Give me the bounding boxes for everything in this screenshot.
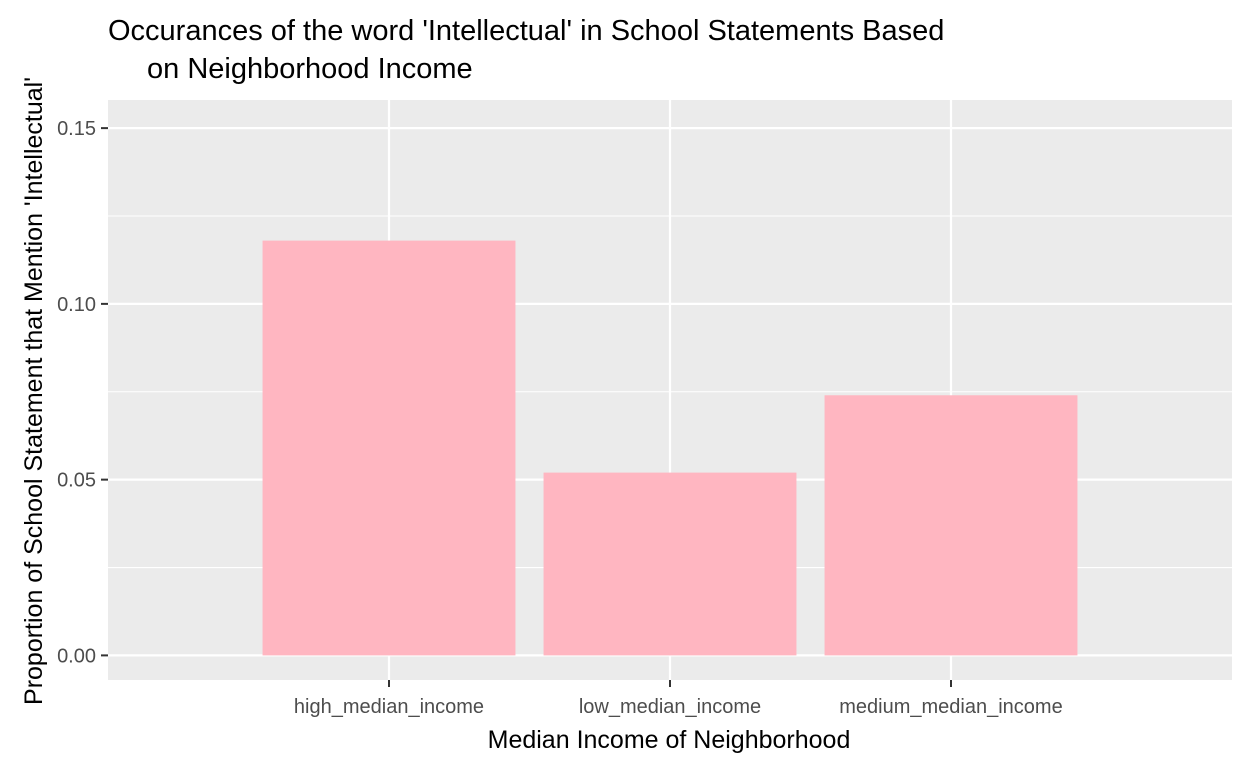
x-axis-title: Median Income of Neighborhood xyxy=(488,726,851,754)
bar-low_median_income xyxy=(543,472,797,656)
chart-title-line1: Occurances of the word 'Intellectual' in… xyxy=(108,15,944,47)
chart-title-line2: on Neighborhood Income xyxy=(147,53,473,85)
x-tick-label: medium_median_income xyxy=(839,696,1062,718)
x-axis: high_median_income low_median_income mediu… xyxy=(294,680,1063,718)
bars xyxy=(262,240,1078,656)
y-tick-label: 0.05 xyxy=(57,470,96,492)
bar-high_median_income xyxy=(262,240,516,656)
y-tick-label: 0.15 xyxy=(57,118,96,140)
x-tick-label: low_median_income xyxy=(579,696,761,718)
bar-medium_median_income xyxy=(824,395,1078,656)
y-tick-label: 0.10 xyxy=(57,294,96,316)
y-axis-title: Proportion of School Statement that Ment… xyxy=(20,77,48,705)
x-tick-label: high_median_income xyxy=(294,696,484,718)
y-axis: 0.00 0.05 0.10 0.15 xyxy=(57,118,108,667)
y-tick-label: 0.00 xyxy=(57,645,96,667)
